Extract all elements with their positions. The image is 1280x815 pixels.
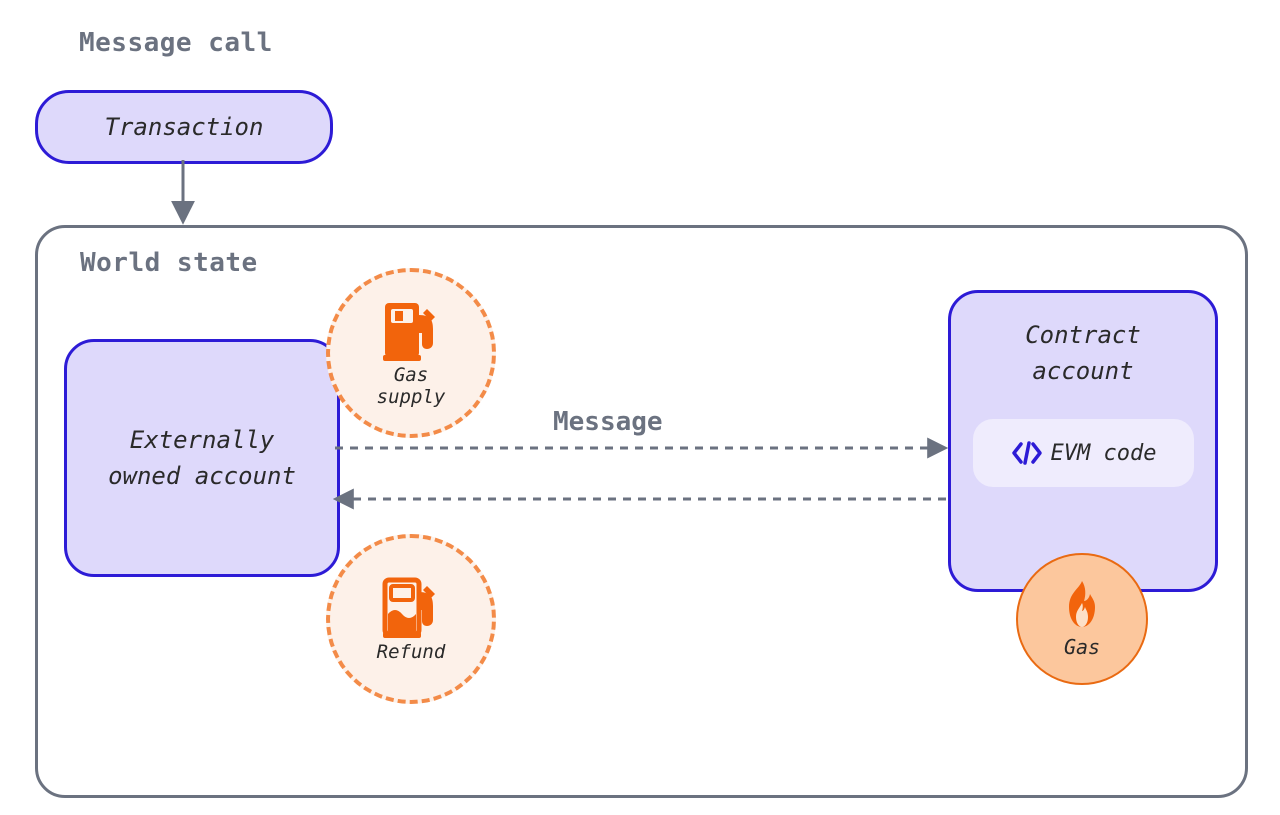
edge-message-label: Message bbox=[553, 407, 663, 437]
gas-pump-full-icon bbox=[381, 297, 441, 363]
node-gas-burn-label: Gas bbox=[1064, 635, 1100, 659]
node-gas-supply-label-1: Gas bbox=[394, 364, 428, 386]
node-refund: Refund bbox=[326, 534, 496, 704]
diagram-stage: Message call Transaction World state Ext… bbox=[0, 0, 1280, 815]
gas-pump-half-icon bbox=[381, 574, 441, 640]
flame-icon bbox=[1059, 579, 1105, 633]
node-gas-supply-label-2: supply bbox=[377, 386, 446, 408]
node-refund-label: Refund bbox=[377, 641, 446, 663]
node-gas-supply: Gas supply bbox=[326, 268, 496, 438]
node-gas-burn: Gas bbox=[1016, 553, 1148, 685]
